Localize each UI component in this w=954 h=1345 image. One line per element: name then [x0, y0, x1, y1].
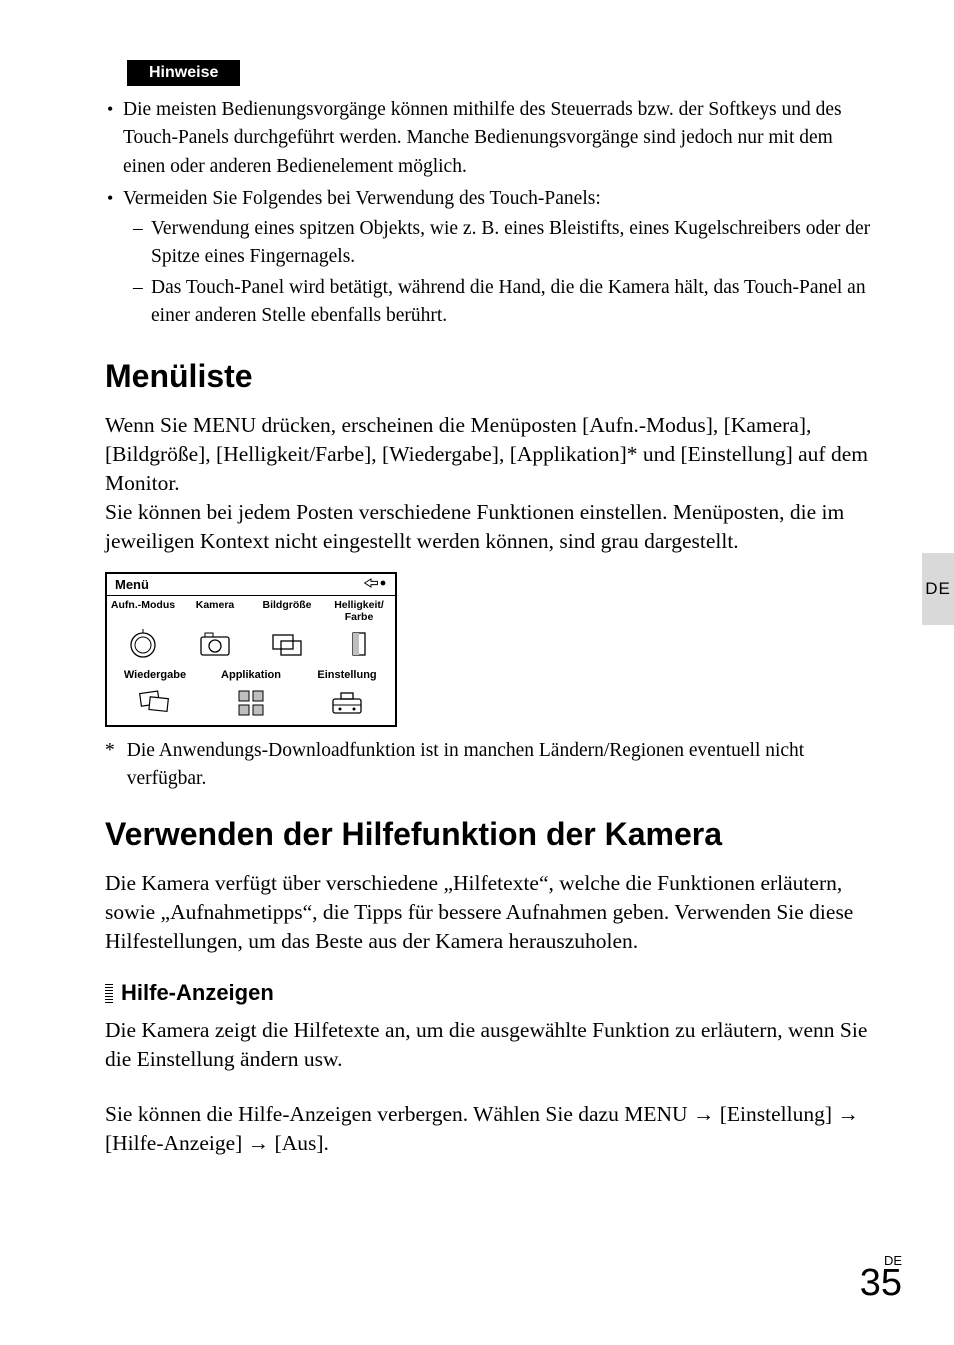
- notes-sublist: Verwendung eines spitzen Objekts, wie z.…: [123, 215, 874, 330]
- image-size-icon: [267, 627, 307, 659]
- page-num: 35: [860, 1262, 902, 1304]
- brightness-icon: [339, 627, 379, 659]
- section-menuliste-title: Menüliste: [105, 358, 874, 395]
- playback-icon: [135, 685, 175, 717]
- menu-item-kamera: Kamera: [179, 596, 251, 625]
- menu-figure-title: Menü: [115, 577, 149, 592]
- footnote-mark: *: [105, 737, 115, 792]
- menu-item-wiedergabe: Wiedergabe: [107, 665, 203, 683]
- section-hilfefunktion-body: Die Kamera verfügt über verschiedene „Hi…: [105, 869, 874, 956]
- subsection-hilfeanzeigen-title: Hilfe-Anzeigen: [105, 980, 874, 1006]
- section-menuliste-body: Wenn Sie MENU drücken, erscheinen die Me…: [105, 411, 874, 556]
- notes-badge: Hinweise: [127, 60, 240, 86]
- footnote-text: Die Anwendungs-Downloadfunktion ist in m…: [127, 737, 874, 792]
- menu-item-applikation: Applikation: [203, 665, 299, 683]
- footnote: * Die Anwendungs-Downloadfunktion ist in…: [105, 737, 874, 792]
- notes-list: Die meisten Bedienungsvorgänge können mi…: [105, 96, 874, 330]
- back-icon: [363, 577, 387, 592]
- mode-dial-icon: [123, 627, 163, 659]
- menu-item-bildgroesse: Bildgröße: [251, 596, 323, 625]
- side-language-tab: DE: [922, 553, 954, 625]
- menu-item-helligkeit: Helligkeit/ Farbe: [323, 596, 395, 625]
- notes-subitem: Das Touch-Panel wird betätigt, während d…: [133, 274, 874, 331]
- camera-icon: [195, 627, 235, 659]
- settings-icon: [327, 685, 367, 717]
- subsection-body-1: Die Kamera zeigt die Hilfetexte an, um d…: [105, 1016, 874, 1074]
- menu-figure: Menü Aufn.-Modus Kamera Bildgröße Hellig…: [105, 572, 397, 727]
- menu-item-aufnmodus: Aufn.-Modus: [107, 596, 179, 625]
- notes-item-text: Vermeiden Sie Folgendes bei Verwendung d…: [123, 188, 601, 209]
- notes-item: Die meisten Bedienungsvorgänge können mi…: [105, 96, 874, 181]
- section-hilfefunktion-title: Verwenden der Hilfefunktion der Kamera: [105, 816, 874, 853]
- notes-subitem: Verwendung eines spitzen Objekts, wie z.…: [133, 215, 874, 272]
- subsection-body-2: Sie können die Hilfe-Anzeigen verbergen.…: [105, 1100, 874, 1158]
- application-icon: [231, 685, 271, 717]
- page-number: DE 35: [860, 1253, 902, 1305]
- menu-item-einstellung: Einstellung: [299, 665, 395, 683]
- notes-item: Vermeiden Sie Folgendes bei Verwendung d…: [105, 185, 874, 330]
